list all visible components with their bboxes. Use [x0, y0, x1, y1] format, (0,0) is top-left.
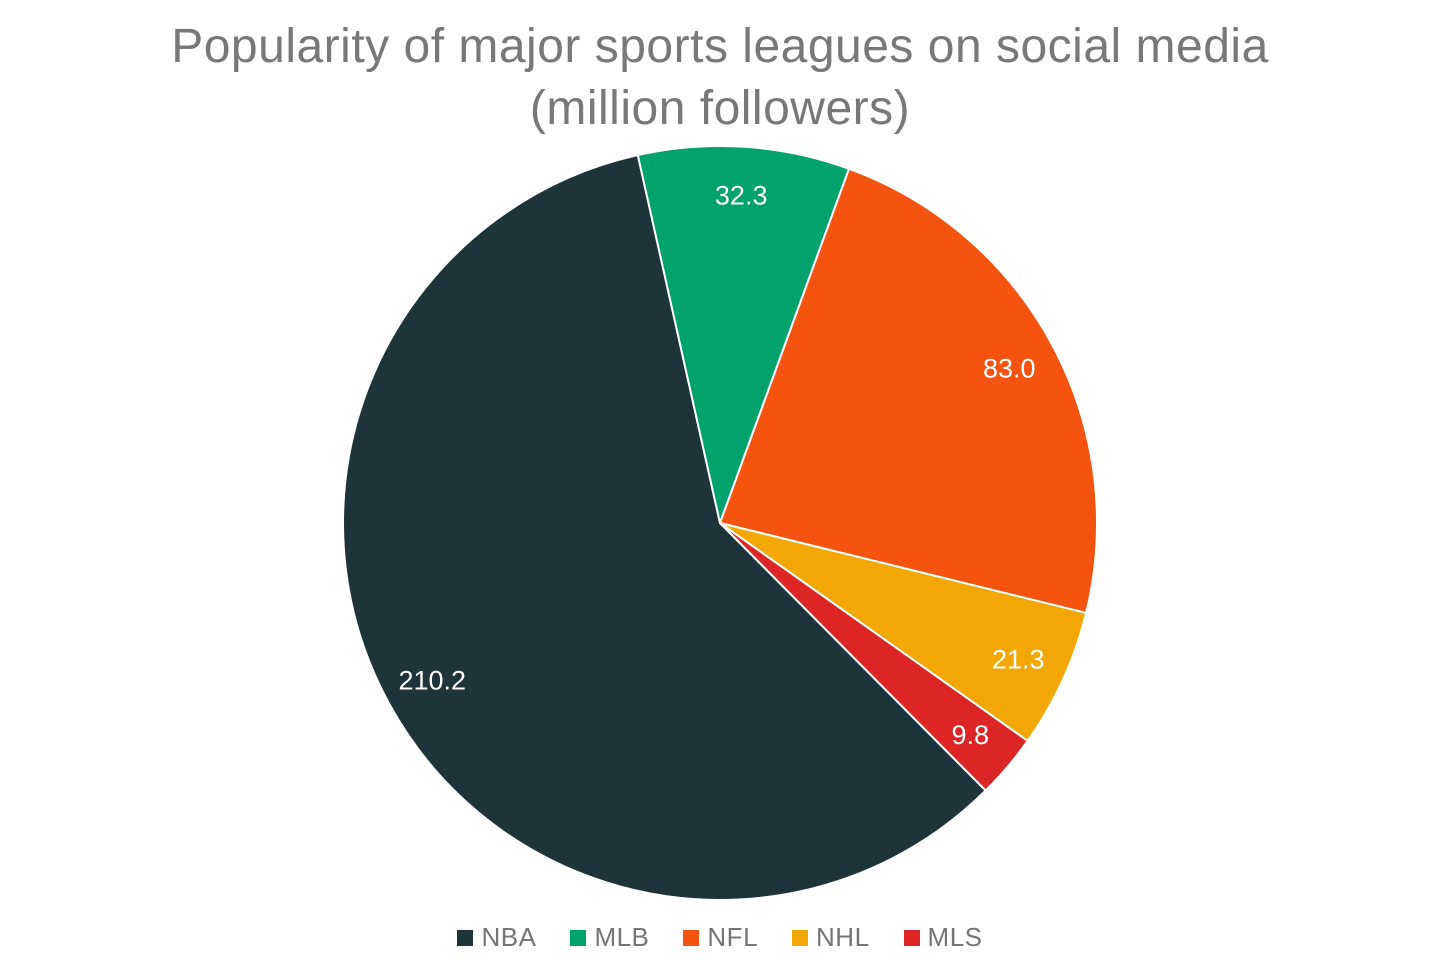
legend-marker-nba [457, 929, 474, 946]
legend: NBA MLB NFL NHL MLS [0, 922, 1440, 953]
legend-label-nfl: NFL [707, 922, 759, 952]
legend-label-nhl: NHL [816, 922, 870, 952]
chart-title: Popularity of major sports leagues on so… [171, 20, 1269, 135]
legend-marker-mls [903, 929, 920, 946]
slice-label-mlb: 32.3 [715, 181, 768, 211]
slice-label-mls: 9.8 [952, 720, 990, 750]
legend-marker-mlb [570, 929, 587, 946]
legend-marker-nfl [683, 929, 700, 946]
slice-label-nfl: 83.0 [983, 354, 1036, 384]
pie-slice-mls[interactable] [719, 522, 1029, 792]
pie-slice-nfl[interactable] [719, 167, 1098, 614]
pie-slice-nhl[interactable] [719, 522, 1088, 742]
legend-item-nhl[interactable]: NHL [792, 922, 870, 953]
pie-slice-mlb[interactable] [636, 145, 851, 524]
legend-marker-nhl [792, 929, 809, 946]
legend-item-nba[interactable]: NBA [457, 922, 536, 953]
legend-label-mls: MLS [927, 922, 983, 952]
legend-item-mlb[interactable]: MLB [570, 922, 649, 953]
legend-label-nba: NBA [481, 922, 537, 952]
legend-label-mlb: MLB [594, 922, 650, 952]
pie-slice-nba[interactable] [342, 154, 987, 901]
legend-item-nfl[interactable]: NFL [683, 922, 758, 953]
slice-label-nhl: 21.3 [992, 644, 1045, 674]
legend-item-mls[interactable]: MLS [903, 922, 983, 953]
slice-label-nba: 210.2 [399, 666, 467, 696]
